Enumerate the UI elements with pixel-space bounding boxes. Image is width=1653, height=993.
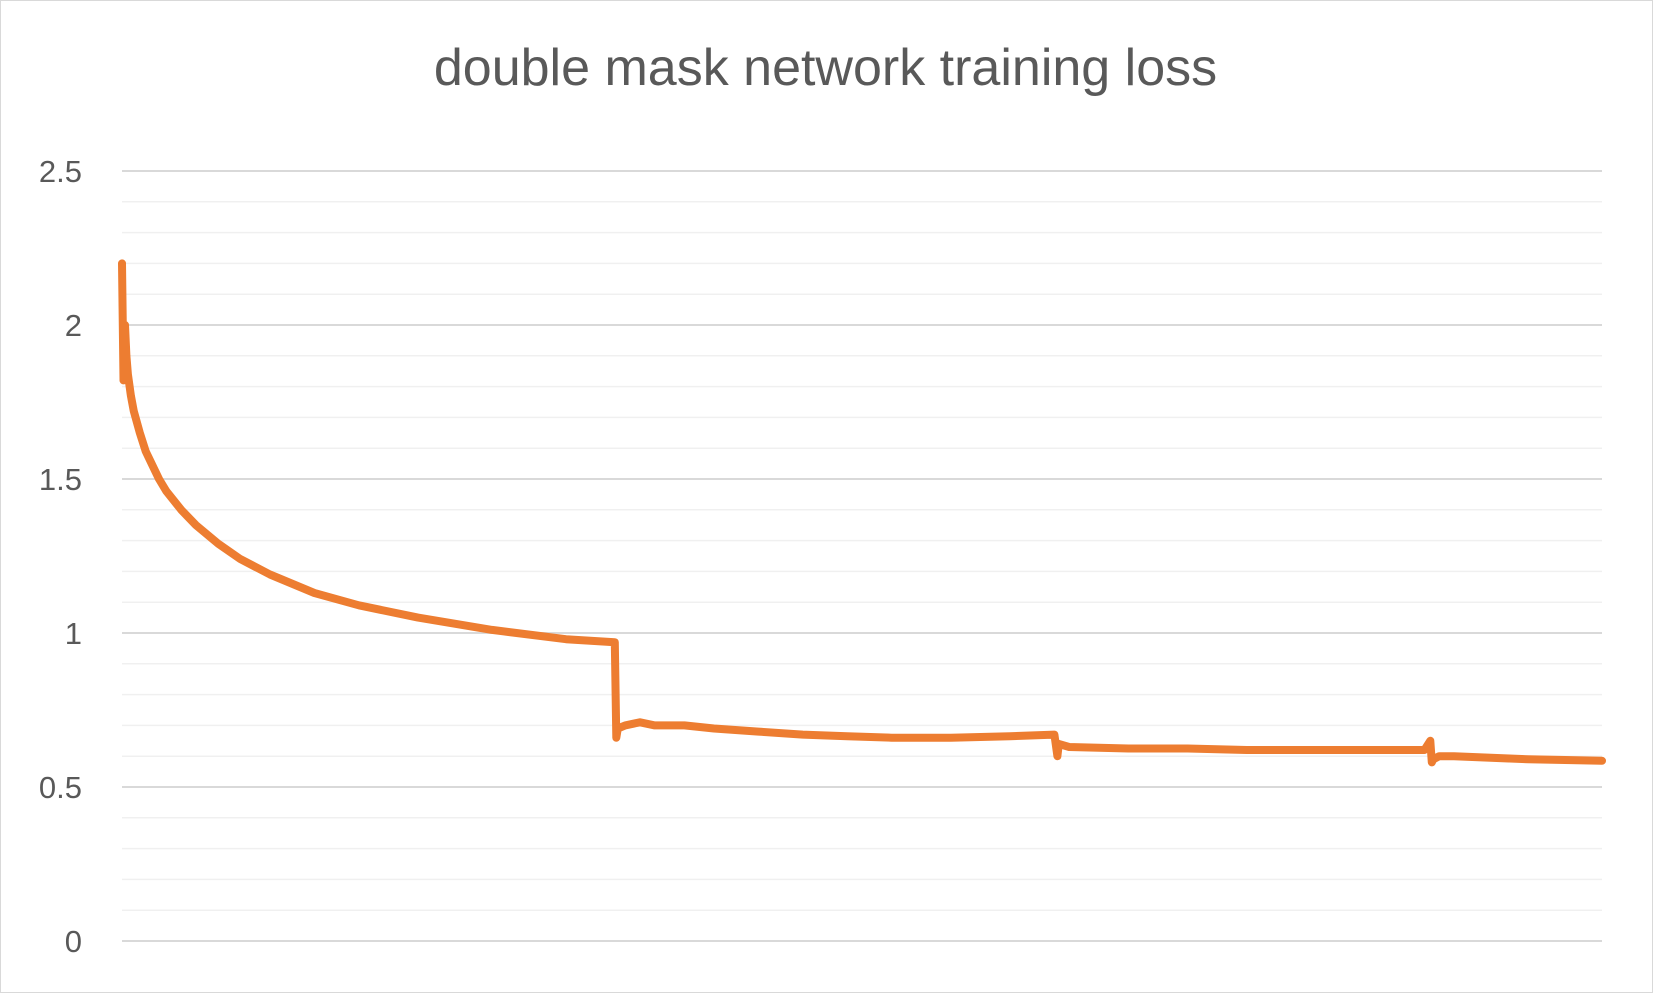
series-layer — [118, 259, 1606, 767]
y-tick-label: 2 — [65, 308, 82, 343]
y-tick-label: 2.5 — [39, 154, 82, 189]
chart-title: double mask network training loss — [433, 39, 1218, 97]
major-gridlines — [122, 170, 1602, 942]
y-tick-label: 1.5 — [39, 462, 82, 497]
y-tick-label: 0.5 — [39, 770, 82, 805]
y-tick-label: 1 — [65, 616, 82, 651]
y-tick-label: 0 — [65, 924, 82, 959]
minor-gridlines — [122, 201, 1602, 911]
loss-series-line — [118, 259, 1606, 767]
y-axis-tick-labels: 0 0.5 1 1.5 2 2.5 — [39, 154, 82, 959]
